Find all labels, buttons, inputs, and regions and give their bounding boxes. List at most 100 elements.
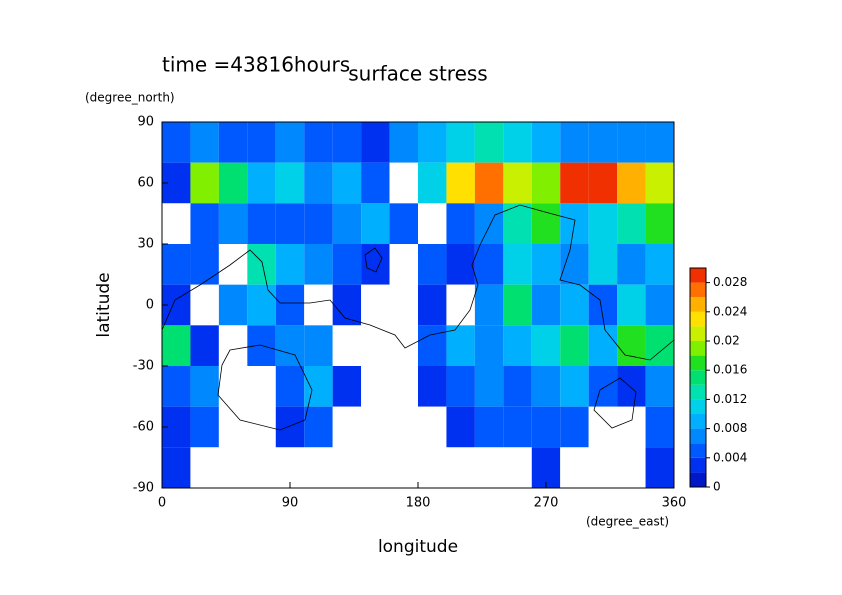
field-cell xyxy=(218,284,248,326)
field-cell xyxy=(617,122,646,163)
field-cell xyxy=(645,325,674,366)
field-cell xyxy=(645,203,674,244)
field-cell xyxy=(446,284,475,326)
field-cell xyxy=(275,284,305,326)
field-cell xyxy=(304,203,333,244)
colorbar-swatch xyxy=(690,268,706,283)
field-cell xyxy=(503,244,532,285)
field-cell xyxy=(361,203,390,244)
field-cell xyxy=(560,447,589,488)
field-cell xyxy=(588,244,618,285)
field-cell xyxy=(446,325,475,366)
field-cell xyxy=(190,162,219,204)
x-tick-label: 90 xyxy=(282,496,299,511)
field-cell xyxy=(247,244,276,285)
field-cell xyxy=(332,406,362,448)
field-cell xyxy=(503,447,532,488)
field-cell xyxy=(218,122,248,163)
field-cell xyxy=(418,122,447,163)
field-cell xyxy=(531,447,561,488)
field-cell xyxy=(332,244,362,285)
field-cell xyxy=(560,122,589,163)
field-cell xyxy=(503,366,532,407)
field-cell xyxy=(361,162,390,204)
field-cell xyxy=(474,325,504,366)
field-cell xyxy=(531,284,561,326)
y-tick-label: 30 xyxy=(137,237,154,252)
field-cell xyxy=(560,366,589,407)
field-cell xyxy=(247,406,276,448)
field-cell xyxy=(389,447,418,488)
field-cell xyxy=(275,162,305,204)
field-cell xyxy=(503,203,532,244)
field-cell xyxy=(645,244,674,285)
field-cell xyxy=(218,162,248,204)
field-cell xyxy=(218,366,248,407)
field-cell xyxy=(389,325,418,366)
field-cell xyxy=(304,447,333,488)
field-cell xyxy=(162,366,191,407)
field-cell xyxy=(418,366,447,407)
colorbar-swatch xyxy=(690,326,706,341)
field-cell xyxy=(275,325,305,366)
field-cell xyxy=(304,284,333,326)
colorbar-frame xyxy=(689,267,707,488)
field-cell xyxy=(474,284,504,326)
field-cell xyxy=(418,325,447,366)
field-cell xyxy=(218,325,248,366)
field-cell xyxy=(588,406,618,448)
colorbar-swatch xyxy=(690,355,706,371)
field-cell xyxy=(275,244,305,285)
field-cell xyxy=(418,162,447,204)
field-cell xyxy=(446,406,475,448)
field-cell xyxy=(446,447,475,488)
field-cell xyxy=(218,244,248,285)
colorbar-swatch xyxy=(690,384,706,400)
y-tick-label: -30 xyxy=(133,359,154,374)
x-tick-label: 0 xyxy=(158,496,166,511)
y-tick-label: 60 xyxy=(137,176,154,191)
field-cell xyxy=(275,366,305,407)
field-cell xyxy=(389,406,418,448)
y-tick-label: 90 xyxy=(137,115,154,130)
y-tick-label: -60 xyxy=(133,420,154,435)
field-cell xyxy=(332,122,362,163)
colorbar-swatch xyxy=(690,457,706,473)
field-cell xyxy=(531,122,561,163)
field-cell xyxy=(531,203,561,244)
y-tick-label: -90 xyxy=(133,481,154,496)
field-cell xyxy=(389,366,418,407)
colorbar-tick-label: 0.024 xyxy=(713,304,747,318)
colorbar-swatch xyxy=(690,311,706,327)
colorbar-tick-label: 0 xyxy=(713,480,721,494)
field-cell xyxy=(645,447,674,488)
field-cell xyxy=(361,325,390,366)
field-cell xyxy=(218,406,248,448)
field-cell xyxy=(247,203,276,244)
field-cell xyxy=(218,447,248,488)
field-cell xyxy=(218,203,248,244)
field-cell xyxy=(162,203,191,244)
x-label: longitude xyxy=(378,537,458,557)
x-tick-label: 360 xyxy=(662,496,687,511)
colorbar-swatch xyxy=(690,370,706,385)
coastlines xyxy=(161,204,675,431)
field-cell xyxy=(560,406,589,448)
field-cell xyxy=(503,325,532,366)
field-cell xyxy=(190,122,219,163)
field-cell xyxy=(275,406,305,448)
field-cell xyxy=(332,366,362,407)
field-cell xyxy=(474,406,504,448)
field-cell xyxy=(588,162,618,204)
field-cell xyxy=(645,366,674,407)
field-cell xyxy=(418,406,447,448)
field-cell xyxy=(190,325,219,366)
colorbar-tick-label: 0.028 xyxy=(713,275,747,289)
field-cell xyxy=(275,447,305,488)
field-cell xyxy=(474,447,504,488)
field-cell xyxy=(531,244,561,285)
colorbar-swatch xyxy=(690,472,706,487)
colorbar-swatch xyxy=(690,428,706,444)
field xyxy=(162,122,674,488)
x-unit: (degree_east) xyxy=(586,515,669,529)
